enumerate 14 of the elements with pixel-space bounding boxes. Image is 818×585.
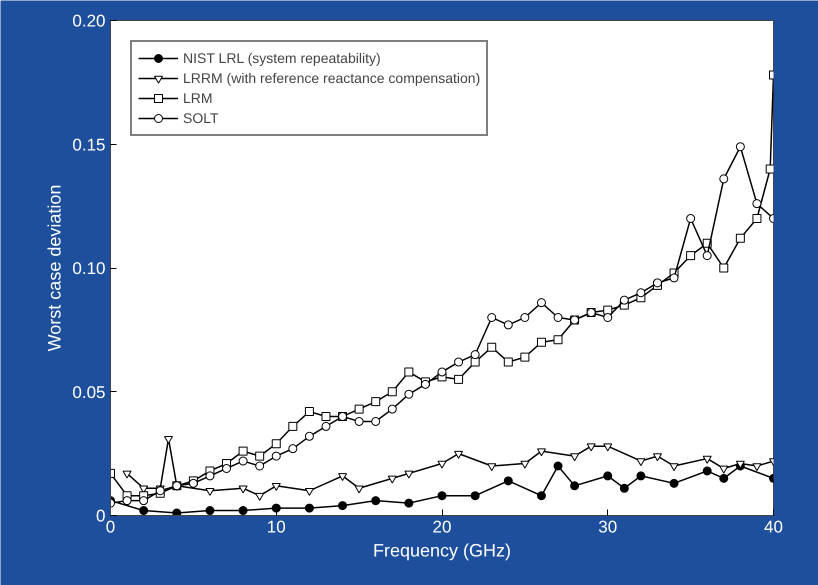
legend-label: SOLT xyxy=(183,110,219,126)
x-tick-label: 20 xyxy=(432,518,452,536)
y-axis-title: Worst case deviation xyxy=(44,184,64,352)
x-tick-label: 10 xyxy=(266,518,286,536)
y-tick-label: 0.05 xyxy=(72,382,106,402)
y-tick-label: 0.20 xyxy=(72,12,106,30)
x-tick-label: 40 xyxy=(764,518,783,536)
y-tick-label: 0.10 xyxy=(72,259,106,278)
x-axis-title: Frequency (GHz) xyxy=(372,540,512,560)
legend-label: LRRM (with reference reactance compensation) xyxy=(183,70,480,86)
legend-label: LRM xyxy=(183,90,213,106)
legend-label: NIST LRL (system repeatability) xyxy=(183,50,381,66)
y-tick-label: 0.15 xyxy=(72,135,106,154)
x-tick-label: 30 xyxy=(598,518,618,536)
